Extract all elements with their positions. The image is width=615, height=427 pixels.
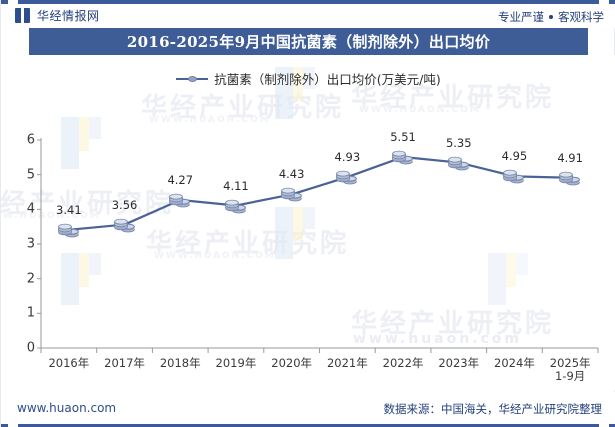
y-axis-tick-label: 3 <box>26 236 35 252</box>
data-value-label: 4.27 <box>167 172 194 187</box>
chart-legend: 抗菌素（制剂除外）出口均价(万美元/吨) <box>1 69 615 88</box>
brand[interactable]: 华经情报网 <box>15 7 100 24</box>
x-axis-tick-label: 2024年 <box>494 356 535 370</box>
x-axis-tick-label: 2021年 <box>326 356 368 370</box>
top-divider-gap-right <box>599 0 609 4</box>
y-axis-tick-label: 0 <box>26 340 35 356</box>
data-value-label: 3.41 <box>56 202 82 217</box>
x-axis-tick-label: 2019年 <box>215 356 257 370</box>
y-axis-tick-label: 1 <box>26 305 35 321</box>
chart-container: 华经产业研究院 WWW.HUAON.COM 华经产业研究院 WWW.HUAON.… <box>1 55 615 390</box>
page-title-text: 2016-2025年9月中国抗菌素（制剂除外）出口均价 <box>126 33 491 51</box>
y-axis-tick-label: 6 <box>26 132 35 148</box>
x-axis-tick-label: 2023年 <box>438 356 480 370</box>
footer-site-url[interactable]: www.huaon.com <box>17 401 117 415</box>
x-axis-tick-label: 2017年 <box>104 356 145 370</box>
header-tagline: 专业严谨 客观科学 <box>498 9 604 25</box>
data-value-label: 3.56 <box>111 197 138 212</box>
data-value-label: 4.93 <box>334 150 361 165</box>
footer-data-source: 数据来源：中国海关，华经产业研究院整理 <box>383 402 603 416</box>
brand-name: 华经情报网 <box>37 9 100 23</box>
site-header: 华经情报网 专业严谨 客观科学 <box>1 4 615 28</box>
legend-line-marker-icon <box>176 75 209 82</box>
book-icon <box>15 8 30 23</box>
x-axis-tick-label: 2016年 <box>48 356 90 370</box>
data-value-label: 5.35 <box>445 135 472 150</box>
data-value-label: 5.51 <box>390 129 416 144</box>
x-axis-tick-label: 2018年 <box>159 356 201 370</box>
tagline-right: 客观科学 <box>558 10 604 24</box>
bottom-divider <box>1 424 615 427</box>
bullet-dot-icon <box>549 15 553 19</box>
data-value-label: 4.91 <box>557 150 583 165</box>
top-divider-gap-left <box>8 0 18 4</box>
bottom-divider-gap-left <box>8 424 18 427</box>
x-axis-tick-label: 2022年 <box>382 356 424 370</box>
data-value-label: 4.11 <box>223 178 249 193</box>
top-divider <box>1 0 615 4</box>
legend-label: 抗菌素（制剂除外）出口均价(万美元/吨) <box>214 72 441 87</box>
site-footer: www.huaon.com 数据来源：中国海关，华经产业研究院整理 <box>1 392 615 427</box>
x-axis-tick-label: 2020年 <box>271 356 313 370</box>
tagline-left: 专业严谨 <box>498 10 544 24</box>
y-axis-tick-label: 4 <box>26 201 35 217</box>
chart-plot-area: 0 1 2 3 4 5 6 2016年 2017年 2018年 2019年 2020年 2021年 20… <box>1 55 615 390</box>
x-axis-tick-label: 2025年 1-9月 <box>549 356 591 383</box>
chart-svg <box>37 138 599 353</box>
data-value-label: 4.43 <box>278 167 305 182</box>
bottom-divider-gap-right <box>599 424 609 427</box>
y-axis-tick-label: 2 <box>26 271 35 287</box>
data-value-label: 4.95 <box>501 149 528 164</box>
y-axis-tick-label: 5 <box>26 167 35 183</box>
page-title: 2016-2025年9月中国抗菌素（制剂除外）出口均价 <box>29 28 588 55</box>
